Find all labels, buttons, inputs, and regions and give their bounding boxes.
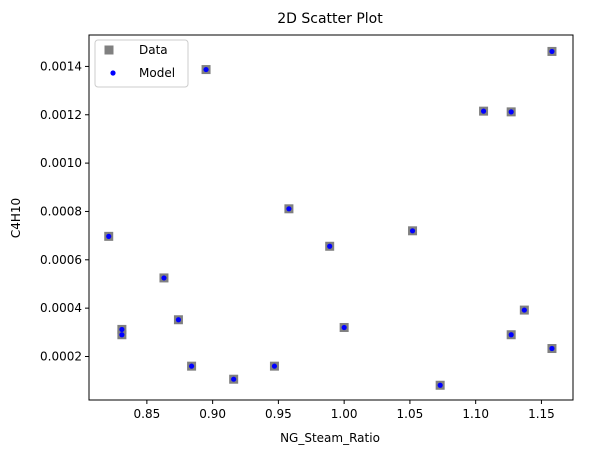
model-point-circle — [549, 48, 555, 55]
model-point-circle — [480, 108, 487, 114]
x-axis: 0.85 0.90 0.95 1.00 1.05 1.10 1.15 — [134, 400, 555, 421]
x-tick-label: 0.90 — [199, 407, 226, 421]
series-data — [104, 46, 557, 390]
x-axis-label: NG_Steam_Ratio — [280, 431, 380, 445]
model-point-circle — [188, 363, 195, 369]
y-tick-label: 0.0010 — [40, 156, 82, 170]
plot-frame — [88, 34, 574, 401]
model-point-circle — [508, 332, 514, 338]
legend-box — [94, 39, 189, 88]
legend-label-data: Data — [139, 43, 168, 57]
model-point-circle — [286, 206, 292, 212]
model-point-circle — [409, 228, 416, 234]
model-point-circle — [119, 332, 125, 338]
chart-title: 2D Scatter Plot — [277, 11, 383, 27]
x-tick-label: 1.00 — [331, 407, 358, 421]
x-tick-label: 1.05 — [397, 407, 424, 421]
y-axis-label: C4H10 — [9, 198, 23, 238]
y-tick-label: 0.0006 — [40, 253, 82, 267]
model-point-circle — [231, 376, 237, 382]
model-point-circle — [521, 307, 527, 313]
model-point-circle — [161, 275, 167, 281]
x-tick-label: 1.15 — [528, 407, 555, 421]
model-point-circle — [271, 363, 278, 369]
y-tick-label: 0.0014 — [40, 59, 82, 73]
x-tick-label: 0.95 — [265, 407, 292, 421]
model-point-circle — [327, 243, 333, 249]
plot-area — [88, 34, 574, 401]
model-point-circle — [119, 326, 125, 333]
y-tick-label: 0.0008 — [40, 204, 82, 218]
legend-marker-square — [104, 45, 114, 55]
model-point-circle — [203, 66, 209, 73]
y-tick-label: 0.0012 — [40, 108, 82, 122]
x-tick-label: 0.85 — [134, 407, 161, 421]
model-point-circle — [508, 109, 514, 115]
y-tick-label: 0.0004 — [40, 301, 82, 315]
model-point-circle — [437, 382, 443, 388]
model-point-circle — [341, 324, 347, 331]
legend: Data Model — [94, 39, 189, 88]
model-point-circle — [549, 345, 555, 352]
y-tick-label: 0.0002 — [40, 349, 82, 363]
x-tick-label: 1.10 — [462, 407, 489, 421]
legend-label-model: Model — [139, 66, 175, 80]
model-point-circle — [106, 233, 112, 239]
y-axis: 0.0002 0.0004 0.0006 0.0008 0.0010 0.0012 0.00… — [40, 59, 89, 363]
series-model — [106, 48, 555, 388]
model-point-circle — [175, 317, 182, 323]
legend-marker-circle — [110, 70, 116, 76]
